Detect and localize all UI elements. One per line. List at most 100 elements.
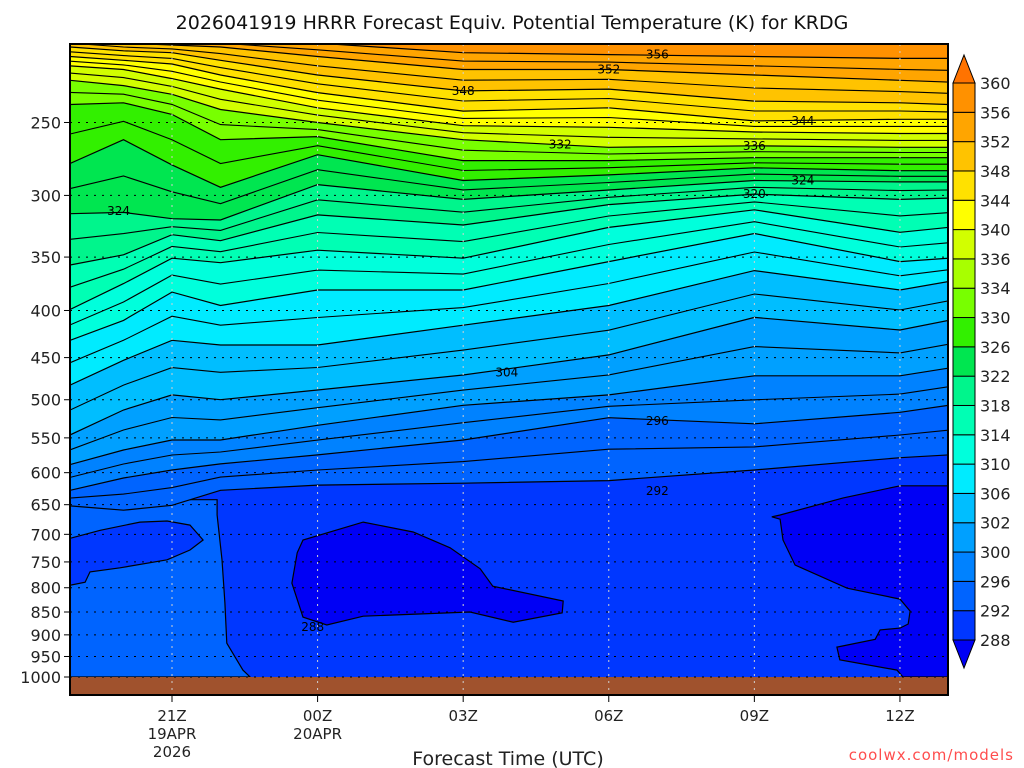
region-2-fill xyxy=(291,521,564,626)
contour-label: 356 xyxy=(646,48,669,62)
y-tick-label: 700 xyxy=(30,525,61,544)
colorbar-label: 344 xyxy=(980,191,1011,210)
region-1-fill xyxy=(70,520,204,586)
colorbar-over-triangle xyxy=(952,53,976,84)
colorbar-swatch-334 xyxy=(952,258,976,289)
contour-label: 304 xyxy=(495,365,518,379)
colorbar-swatch-318 xyxy=(952,375,976,406)
ground-fill xyxy=(70,677,948,695)
contour-line-338 xyxy=(70,72,948,141)
colorbar-swatch-356 xyxy=(952,82,976,113)
y-tick-label: 550 xyxy=(30,429,61,448)
watermark: coolwx.com/models xyxy=(849,746,1014,764)
y-tick-label: 950 xyxy=(30,647,61,666)
y-tick-label: 900 xyxy=(30,626,61,645)
x-tick-date: 20APR xyxy=(293,725,342,743)
contour-line-334 xyxy=(70,91,948,155)
plot-frame xyxy=(69,43,949,696)
contour-line-328 xyxy=(70,139,948,188)
y-tick-label: 250 xyxy=(30,113,61,132)
y-tick-label: 450 xyxy=(30,349,61,368)
colorbar-label: 340 xyxy=(980,221,1011,240)
x-tick-label: 00Z xyxy=(303,707,332,725)
contour-line-324 xyxy=(70,179,948,221)
contour-label: 296 xyxy=(646,414,669,428)
contour-line-344 xyxy=(70,55,948,122)
colorbar-swatch-288 xyxy=(952,610,976,641)
contour-label: 324 xyxy=(107,204,130,218)
y-tick-label: 750 xyxy=(30,553,61,572)
colorbar-swatch-306 xyxy=(952,463,976,494)
x-tick-label: 21Z xyxy=(157,707,186,725)
contour-line-332 xyxy=(70,102,948,162)
colorbar-swatch-344 xyxy=(952,170,976,201)
contour-line-342 xyxy=(70,60,948,127)
contour-label: 348 xyxy=(452,84,475,98)
colorbar-label: 302 xyxy=(980,514,1011,533)
y-tick-label: 600 xyxy=(30,464,61,483)
colorbar: 288 292 296 300 302 306 310 314 318 322 326 330 334 3… xyxy=(952,53,1011,670)
contour-fill-356 xyxy=(331,44,948,59)
colorbar-label: 300 xyxy=(980,543,1011,562)
x-tick-label: 06Z xyxy=(594,707,623,725)
contour-line-314 xyxy=(70,221,948,326)
colorbar-swatch-348 xyxy=(952,141,976,172)
contour-line-298 xyxy=(70,386,948,478)
x-tick-label: 09Z xyxy=(740,707,769,725)
colorbar-label: 296 xyxy=(980,572,1011,591)
contour-line-322 xyxy=(70,186,948,240)
y-axis: 250 300 350 400 450 500 550 600 650 700 750 800 850 9… xyxy=(20,113,70,687)
colorbar-swatch-314 xyxy=(952,404,976,436)
colorbar-swatch-300 xyxy=(952,522,976,553)
colorbar-label: 330 xyxy=(980,309,1011,328)
colorbar-swatch-302 xyxy=(952,492,976,524)
contour-label: 344 xyxy=(791,114,814,128)
contour-line-292 xyxy=(70,454,948,511)
colorbar-label: 348 xyxy=(980,162,1011,181)
colorbar-label: 310 xyxy=(980,455,1011,474)
x-axis-title: Forecast Time (UTC) xyxy=(412,748,603,768)
y-tick-label: 650 xyxy=(30,496,61,515)
chart-title: 2026041919 HRRR Forecast Equiv. Potentia… xyxy=(176,12,849,34)
contour-label: 288 xyxy=(301,620,324,634)
region-3-fill xyxy=(771,485,948,678)
colorbar-label: 288 xyxy=(980,631,1011,650)
contour-line-304 xyxy=(70,316,948,436)
y-tick-label: 500 xyxy=(30,391,61,410)
contour-line-336 xyxy=(70,79,948,148)
colorbar-label: 292 xyxy=(980,602,1011,621)
colorbar-label: 318 xyxy=(980,396,1011,415)
contour-label: 352 xyxy=(597,63,620,77)
colorbar-label: 306 xyxy=(980,484,1011,503)
colorbar-swatch-340 xyxy=(952,199,976,231)
contour-line-300 xyxy=(70,367,948,466)
colorbar-swatch-292 xyxy=(952,580,976,612)
contour-line-318 xyxy=(70,201,948,288)
y-tick-label: 400 xyxy=(30,301,61,320)
contour-line-340 xyxy=(70,65,948,135)
colorbar-label: 322 xyxy=(980,367,1011,386)
colorbar-swatch-336 xyxy=(952,229,976,260)
colorbar-swatch-352 xyxy=(952,111,976,143)
y-tick-label: 300 xyxy=(30,186,61,205)
colorbar-swatch-310 xyxy=(952,434,976,465)
contour-label: 324 xyxy=(791,173,814,187)
colorbar-swatch-330 xyxy=(952,287,976,319)
contour-label: 336 xyxy=(743,139,766,153)
contour-line-310 xyxy=(70,251,948,364)
x-tick-label: 03Z xyxy=(448,707,477,725)
y-tick-label: 850 xyxy=(30,603,61,622)
x-tick-year: 2026 xyxy=(153,743,191,761)
contour-label: 332 xyxy=(549,137,572,151)
colorbar-label: 360 xyxy=(980,74,1011,93)
colorbar-swatch-322 xyxy=(952,346,976,377)
contour-line-312 xyxy=(70,232,948,341)
contour-line-316 xyxy=(70,209,948,311)
contour-line-356 xyxy=(322,44,948,60)
contour-line-308 xyxy=(70,269,948,386)
contour-label: 320 xyxy=(743,187,766,201)
contour-line-326 xyxy=(70,169,948,205)
colorbar-label: 326 xyxy=(980,338,1011,357)
y-tick-label: 350 xyxy=(30,248,61,267)
